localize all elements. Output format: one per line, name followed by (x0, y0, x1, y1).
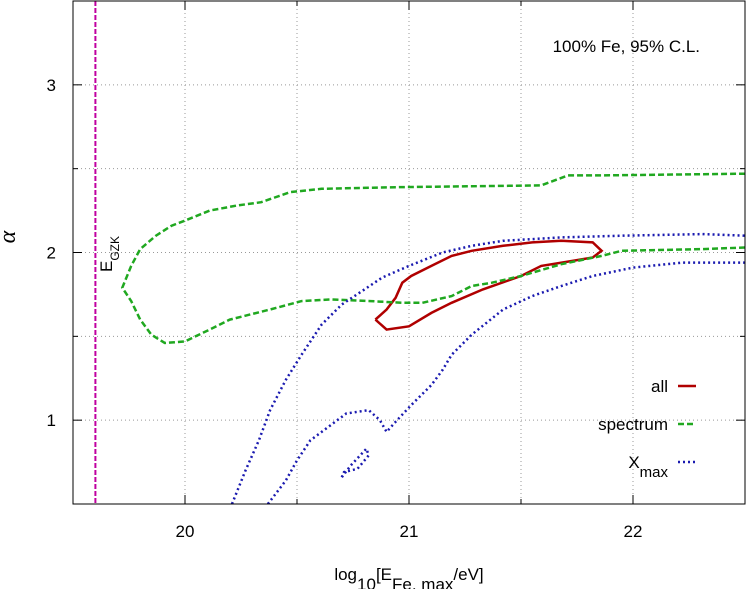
x-tick-label: 21 (400, 522, 419, 541)
x-axis-label: log10[EFe, max/eV] (334, 565, 483, 589)
y-tick-label: 2 (47, 244, 56, 263)
text-part: E (97, 261, 116, 272)
legend-text: X (628, 453, 639, 472)
contour-line (120, 172, 745, 345)
contour-line (374, 239, 604, 331)
subscript: GZK (108, 236, 122, 261)
subscript: Fe, max (392, 575, 454, 589)
plot-frame (72, 0, 746, 505)
legend-label: all (651, 377, 668, 396)
x-tick-label: 22 (624, 522, 643, 541)
y-axis-label: α (0, 230, 21, 243)
legend-label: spectrum (598, 415, 668, 434)
annotation: 100% Fe, 95% C.L. (553, 37, 700, 56)
legend-text: spectrum (598, 415, 668, 434)
contour-line (230, 232, 745, 504)
text-part: [E (376, 565, 392, 584)
legend-label: Xmax (628, 453, 668, 481)
y-tick-label: 1 (47, 411, 56, 430)
text-part: log (334, 565, 357, 584)
subscript: 10 (357, 575, 376, 589)
subscript: max (640, 464, 669, 481)
y-tick-label: 3 (47, 76, 56, 95)
legend-text: all (651, 377, 668, 396)
text-part: /eV] (453, 565, 483, 584)
gzk-label: EGZK (97, 236, 122, 272)
x-tick-label: 20 (176, 522, 195, 541)
